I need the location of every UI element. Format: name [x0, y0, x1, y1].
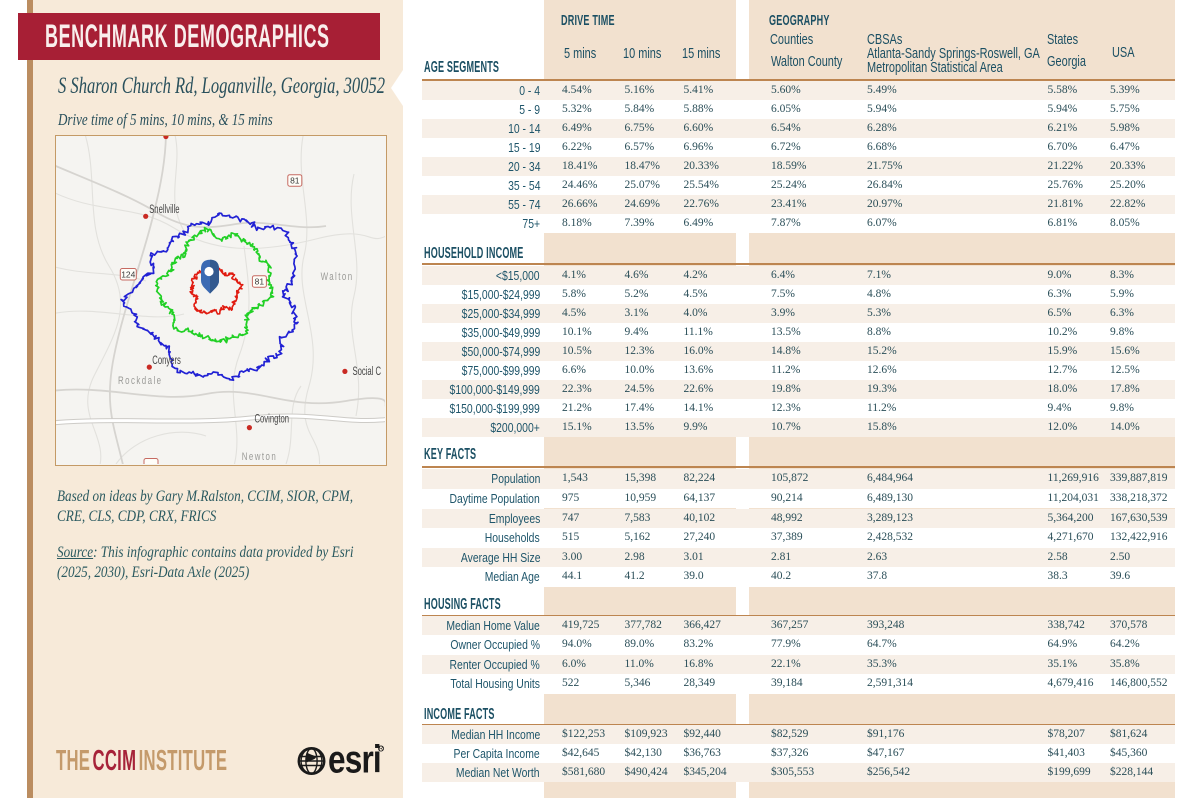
svg-text:esri: esri — [328, 743, 381, 779]
svg-text:R: R — [379, 747, 384, 753]
svg-text:Covington: Covington — [254, 412, 289, 425]
svg-text:Social C: Social C — [352, 365, 381, 378]
svg-text:Rockdale: Rockdale — [118, 375, 163, 388]
svg-text:Conyers: Conyers — [152, 354, 181, 367]
svg-text:81: 81 — [290, 175, 300, 185]
svg-text:124: 124 — [121, 269, 135, 279]
svg-text:Walton: Walton — [320, 270, 353, 283]
svg-text:Newton: Newton — [241, 450, 276, 463]
svg-text:81: 81 — [254, 276, 264, 286]
svg-text:Snellville: Snellville — [149, 203, 180, 216]
